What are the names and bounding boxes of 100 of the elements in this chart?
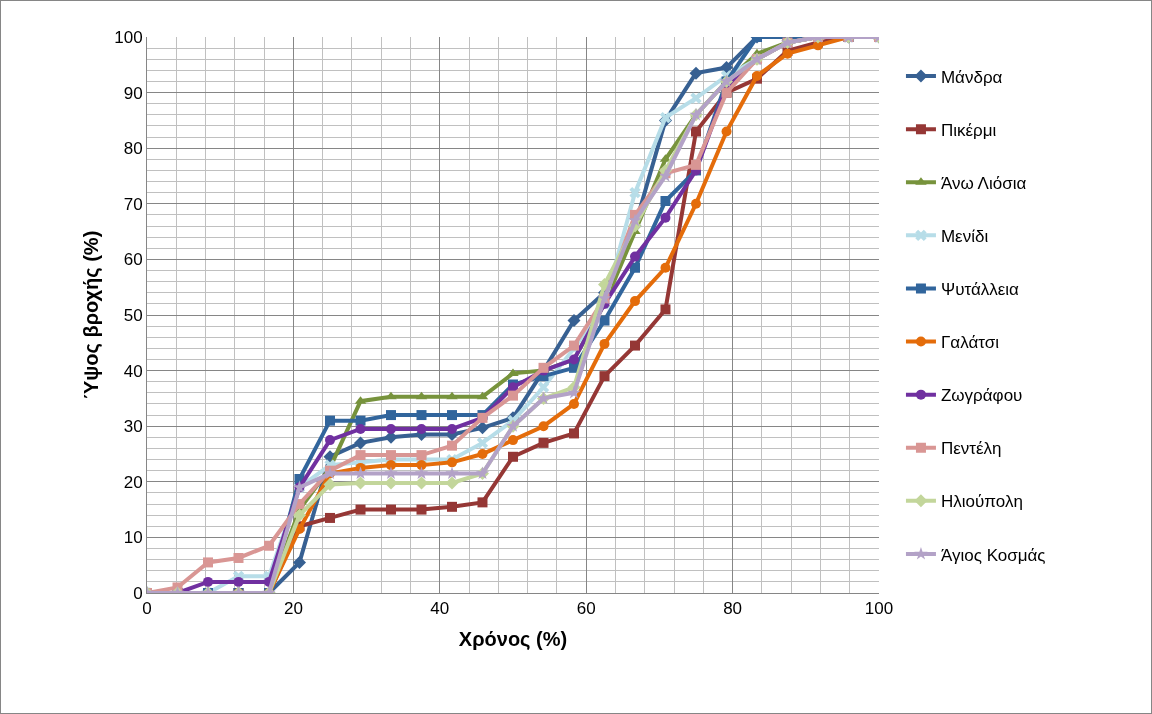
y-tick-label: 20	[123, 472, 143, 492]
point	[385, 391, 397, 400]
x-tick-label: 60	[576, 599, 596, 619]
point	[690, 92, 702, 104]
point	[233, 552, 244, 563]
point	[508, 435, 518, 446]
y-tick-label: 80	[123, 139, 143, 159]
point	[323, 478, 337, 492]
point	[325, 512, 335, 523]
point	[416, 450, 427, 461]
point	[691, 198, 701, 209]
point	[599, 315, 610, 326]
point	[202, 557, 213, 568]
point	[538, 421, 549, 432]
point	[567, 385, 581, 399]
point	[630, 340, 641, 351]
y-tick-label: 0	[133, 583, 143, 603]
y-tick-label: 60	[123, 250, 143, 270]
legend-label: Άνω Λιόσια	[940, 173, 1027, 193]
point	[447, 501, 458, 512]
point	[415, 476, 428, 490]
x-tick-label: 20	[283, 599, 303, 619]
point	[353, 466, 368, 480]
legend-label: Γαλάτσι	[940, 333, 1000, 353]
point	[264, 540, 275, 551]
point	[477, 449, 488, 459]
point	[385, 504, 396, 515]
legend-label: Μενίδι	[940, 226, 989, 246]
point	[355, 450, 366, 461]
point	[384, 466, 398, 480]
point	[689, 66, 703, 80]
point	[447, 440, 458, 451]
point	[385, 450, 396, 461]
point	[660, 304, 671, 315]
point	[691, 159, 701, 170]
point	[414, 466, 429, 480]
point	[416, 504, 427, 515]
legend-label: Ψυτάλλεια	[940, 280, 1020, 300]
point	[292, 508, 306, 522]
y-tick-label: 30	[123, 417, 143, 437]
point	[325, 435, 335, 446]
point	[599, 338, 610, 349]
point	[325, 415, 335, 426]
point	[660, 196, 671, 207]
legend-label: Ηλιούπολη	[940, 492, 1023, 512]
legend-label: Ζωγράφου	[940, 386, 1023, 406]
point	[476, 437, 489, 449]
point	[445, 466, 459, 480]
x-tick-label: 40	[430, 599, 450, 619]
point	[630, 296, 641, 307]
point	[355, 423, 366, 434]
point	[447, 410, 458, 421]
x-tick-label: 80	[723, 599, 743, 619]
point	[475, 421, 489, 435]
point	[720, 61, 734, 75]
y-tick-label: 70	[123, 194, 143, 214]
point	[416, 423, 427, 434]
point	[508, 390, 518, 401]
point	[660, 262, 671, 273]
legend-label: Άγιος Κοσμάς	[940, 545, 1046, 565]
point	[630, 251, 641, 262]
legend-label: Πεντέλη	[940, 439, 1002, 459]
y-tick-label: 100	[114, 27, 143, 47]
x-tick-label: 100	[864, 599, 894, 619]
legend-label: Μάνδρα	[940, 67, 1003, 87]
y-tick-label: 10	[123, 528, 143, 548]
point	[537, 381, 550, 393]
y-axis-title: Ύψος βροχής (%)	[79, 230, 102, 400]
point	[292, 555, 306, 569]
point	[599, 371, 610, 382]
point	[628, 213, 642, 227]
point	[629, 187, 641, 199]
point	[233, 576, 244, 587]
point	[355, 504, 366, 515]
point	[385, 423, 396, 434]
y-tick-label: 90	[123, 83, 143, 103]
point	[630, 262, 641, 273]
point	[385, 410, 396, 421]
y-tick-label: 40	[123, 361, 143, 381]
point	[384, 476, 398, 490]
point	[538, 437, 549, 448]
point	[660, 212, 671, 223]
point	[477, 497, 488, 508]
point	[568, 428, 579, 439]
x-axis-title: Χρόνος (%)	[458, 627, 568, 650]
point	[447, 423, 458, 434]
point	[567, 314, 581, 328]
point	[202, 576, 213, 587]
point	[416, 410, 427, 421]
point	[354, 436, 368, 450]
point	[721, 126, 732, 137]
point	[691, 126, 701, 137]
point	[568, 398, 579, 409]
legend-label: Πικέρμι	[940, 120, 997, 140]
point	[445, 476, 459, 490]
y-tick-label: 50	[123, 305, 143, 325]
point	[385, 460, 396, 471]
point	[447, 457, 458, 468]
point	[446, 391, 458, 400]
point	[416, 460, 427, 471]
